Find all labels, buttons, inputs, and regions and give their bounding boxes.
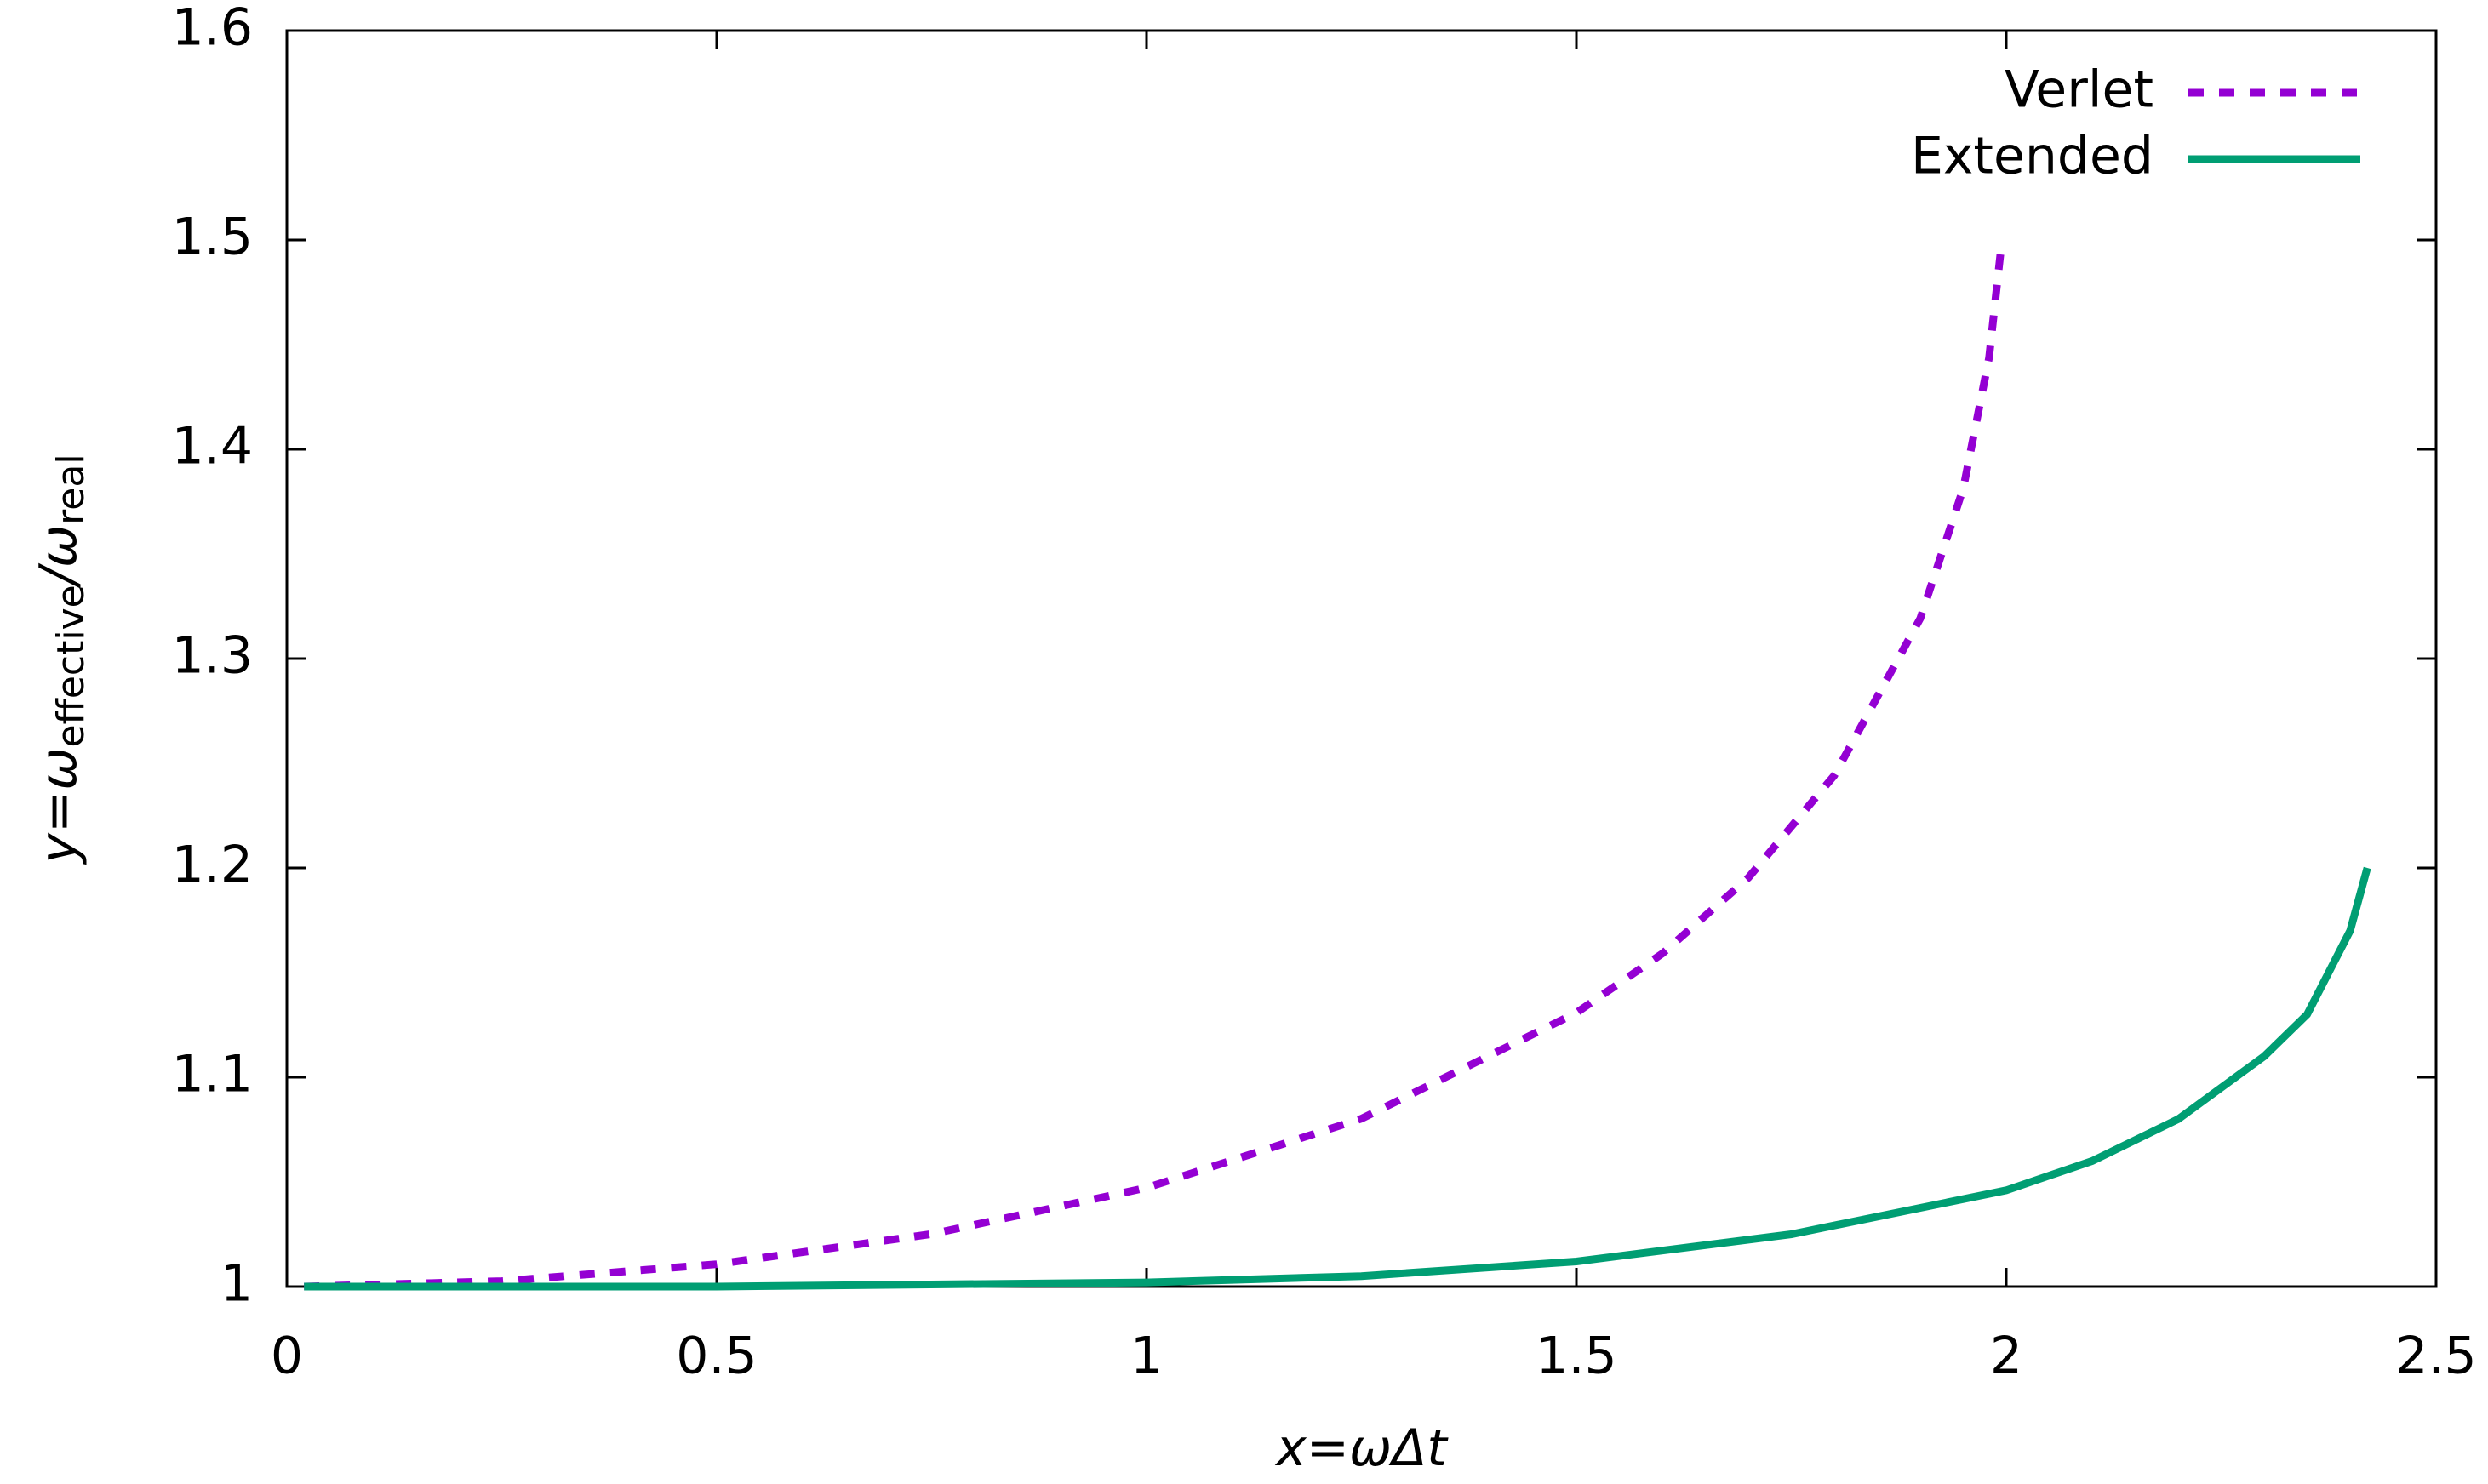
- x-label-part: x=ωΔt: [1274, 1418, 1449, 1478]
- y-label-part: real: [49, 454, 93, 524]
- x-tick-label: 0.5: [676, 1327, 757, 1386]
- y-tick-label: 1.6: [172, 0, 253, 58]
- y-tick-label: 1.1: [172, 1045, 253, 1104]
- y-tick-label: 1.2: [172, 836, 253, 895]
- y-axis-label: y=ωeffective/ωreal: [29, 454, 93, 865]
- line-series: [304, 866, 2371, 1291]
- x-tick-label: 2: [1990, 1327, 2022, 1386]
- y-label-part: effective: [49, 585, 93, 747]
- y-tick-label: 1.4: [172, 417, 253, 477]
- x-tick-label: 1.5: [1536, 1327, 1616, 1386]
- y-label-part: /ω: [29, 525, 89, 589]
- y-tick-label: 1.3: [172, 626, 253, 686]
- y-tick-label: 1: [220, 1254, 253, 1314]
- legend-label: Verlet: [2005, 60, 2153, 120]
- x-axis-label: x=ωΔt: [1274, 1418, 1449, 1478]
- plot-frame: [285, 29, 2438, 1288]
- x-tick-label: 2.5: [2395, 1327, 2476, 1386]
- y-label-part: y=ω: [29, 748, 89, 865]
- legend-label: Extended: [1911, 127, 2153, 186]
- y-tick-label: 1.5: [172, 208, 253, 267]
- x-tick-label: 1: [1130, 1327, 1163, 1386]
- line-series: [304, 239, 2006, 1291]
- x-tick-label: 0: [271, 1327, 303, 1386]
